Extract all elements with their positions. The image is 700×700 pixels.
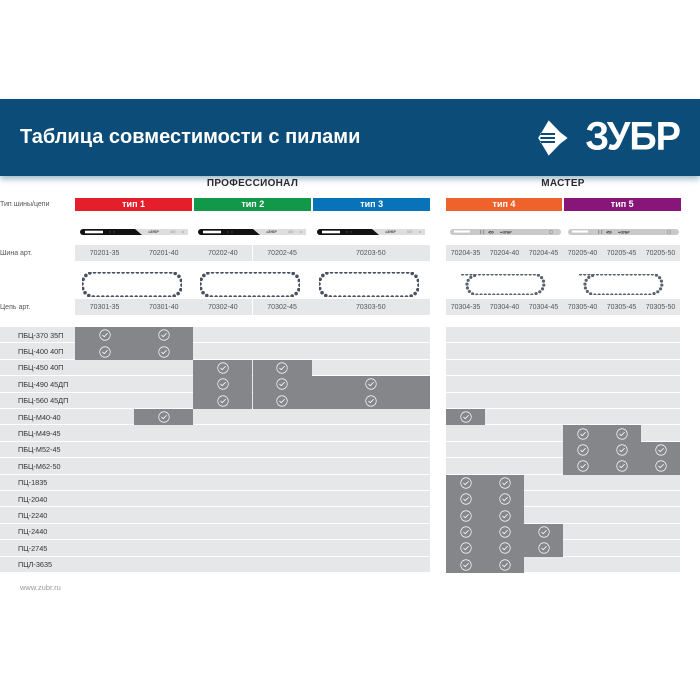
svg-text:⟡ЗУБР: ⟡ЗУБР [385, 230, 397, 234]
svg-text:450: 450 [488, 230, 494, 234]
svg-text:⟡ЗУБР: ⟡ЗУБР [148, 230, 160, 234]
svg-text:450: 450 [288, 230, 294, 234]
svg-text:400: 400 [170, 230, 176, 234]
svg-text:⟡ЗУБР: ⟡ЗУБР [266, 230, 278, 234]
svg-text:⇨ЗУБР: ⇨ЗУБР [618, 230, 630, 234]
svg-text:450: 450 [606, 230, 612, 234]
svg-text:500: 500 [407, 230, 413, 234]
svg-text:⇨ЗУБР: ⇨ЗУБР [500, 230, 512, 234]
